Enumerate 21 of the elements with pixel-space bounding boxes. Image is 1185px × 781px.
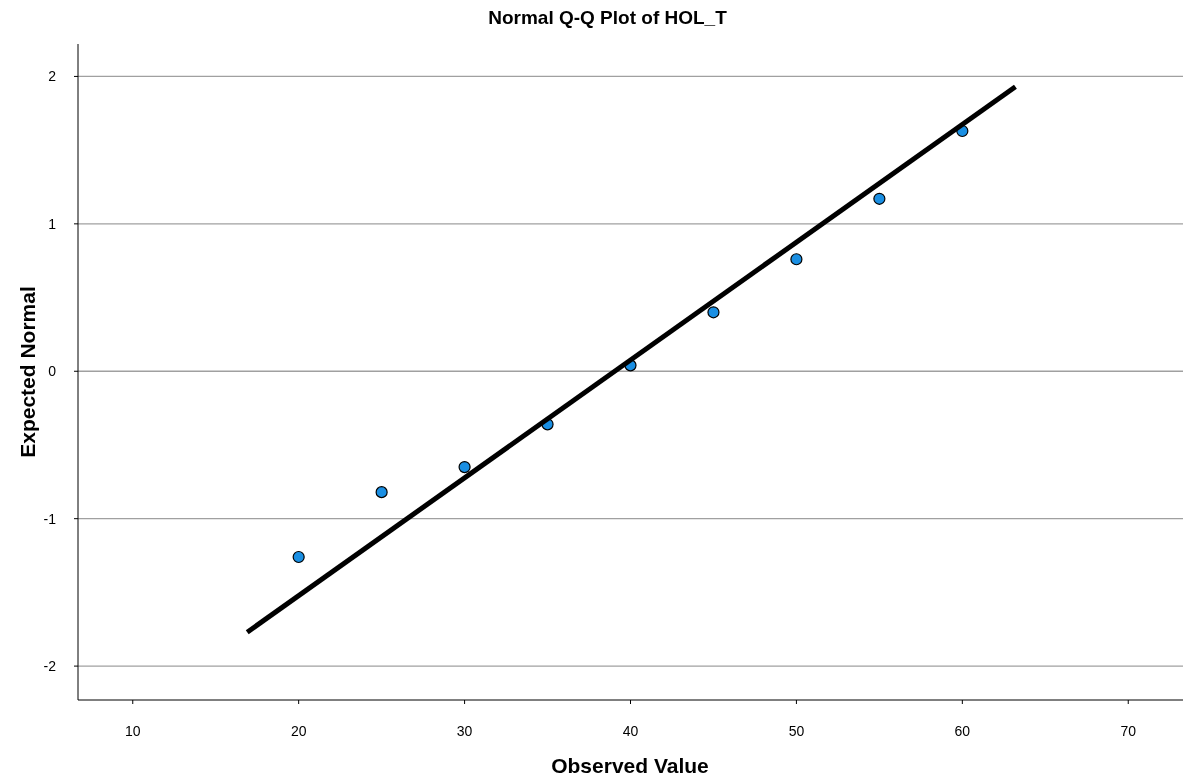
point	[707, 306, 720, 319]
y-tick-label: -1	[43, 510, 57, 527]
x-tick-label: 30	[456, 723, 473, 739]
x-axis-title: Observed Value	[551, 754, 709, 777]
x-tick-label: 10	[124, 723, 141, 739]
y-tick-label: 2	[48, 68, 57, 85]
point	[458, 460, 471, 474]
y-tick-label: 0	[48, 363, 57, 380]
point	[873, 192, 886, 205]
chart-title: Normal Q-Q Plot of HOL_T	[488, 7, 728, 28]
y-tick-label: -2	[43, 658, 57, 675]
point	[292, 550, 305, 564]
y-axis-title: Expected Normal	[16, 286, 39, 458]
x-tick-label: 40	[622, 723, 639, 739]
x-tick-label: 50	[788, 723, 805, 739]
x-tick-label: 70	[1120, 723, 1137, 739]
x-tick-label: 60	[954, 723, 971, 739]
x-tick-label: 20	[290, 723, 307, 739]
point	[375, 486, 388, 499]
y-tick-label: 1	[48, 215, 57, 232]
point	[790, 253, 803, 266]
